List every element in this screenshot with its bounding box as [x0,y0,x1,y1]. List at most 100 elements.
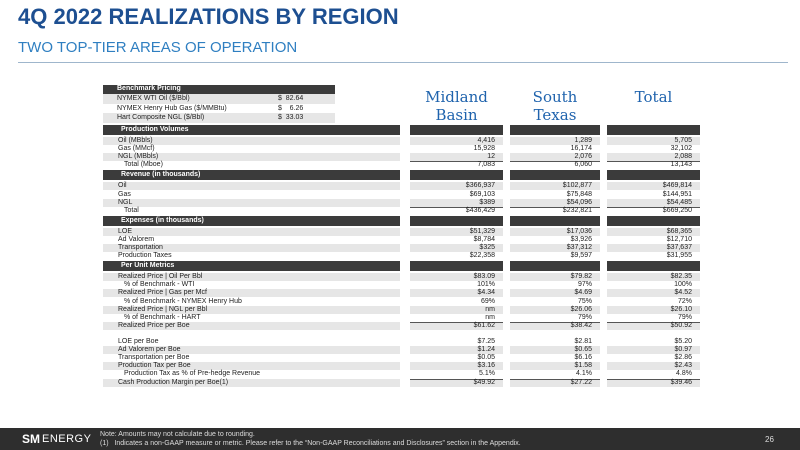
section-header-cell [607,125,700,135]
row-bg [103,235,400,244]
row-bg [103,145,400,154]
cell-bg [510,244,600,253]
cell-bg [607,321,700,330]
logo-text: ENERGY [42,433,92,445]
cell-value: $5.20 [674,338,692,345]
row-bg [103,281,400,290]
cell-value: 16,174 [570,145,592,153]
section-header: Production Volumes [103,125,400,135]
cell-bg [607,338,700,347]
row-bg [103,153,400,162]
cell-bg [607,161,700,170]
cell-bg [510,297,600,306]
cell-value: $144,951 [662,190,692,198]
cell-bg [510,235,600,244]
cell-bg [510,145,600,154]
benchmark-value: $ 33.03 [278,114,304,121]
row-bg [103,137,400,146]
cell-value: $1.24 [477,346,495,354]
cell-bg [607,346,700,355]
cell-bg [410,244,503,253]
cell-bg [607,281,700,290]
cell-bg [510,346,600,355]
row-label: Production Tax as % of Pre-hedge Revenue [124,370,261,378]
row-label: % of Benchmark - WTI [124,281,195,289]
cell-value: $69,103 [469,190,495,198]
cell-bg [607,153,700,162]
row-label: Production Tax per Boe [118,362,191,370]
cell-bg [510,227,600,236]
row-label: NGL (MBbls) [118,153,159,161]
cell-value: $1.58 [574,362,592,370]
cell-value: $17,036 [566,227,592,235]
cell-value: $389 [479,198,495,206]
row-bg [103,338,400,347]
row-bg [103,198,400,207]
cell-bg [510,370,600,379]
section-header: Revenue (in thousands) [103,170,400,181]
row-label: Transportation [118,244,163,251]
cell-value: $3,926 [570,235,592,243]
cell-bg [410,182,503,191]
cell-bg [607,313,700,322]
cell-value: $0.65 [574,346,592,354]
row-label: Oil [118,182,127,190]
cell-bg [607,244,700,253]
cell-bg [607,289,700,298]
cell-value: 13,143 [670,161,692,169]
row-bg [103,305,400,314]
cell-value: 2,088 [674,153,692,161]
row-bg [103,182,400,191]
cell-bg [607,235,700,244]
row-bg [103,227,400,236]
section-header-cell [410,170,503,181]
cell-value: $6.16 [574,354,592,362]
benchmark-row [103,103,335,113]
cell-value: 5.1% [479,370,495,378]
section-header-cell [410,125,503,135]
cell-value: 75% [577,297,592,305]
row-label: Transportation per Boe [118,354,190,362]
cell-bg [410,137,503,146]
cell-value: 5,705 [674,137,692,144]
cell-bg [607,273,700,282]
row-bg [103,289,400,298]
row-label: NGL [118,198,133,206]
row-bg [103,206,400,215]
cell-bg [607,227,700,236]
cell-bg [510,362,600,371]
cell-value: $75,848 [566,190,592,198]
cell-bg [510,313,600,322]
cell-bg [410,338,503,347]
cell-bg [410,305,503,314]
benchmark-row [103,113,335,123]
benchmark-row [103,94,335,104]
benchmark-label: NYMEX WTI Oil ($/Bbl) [117,95,190,102]
cell-value: $31,955 [666,252,692,260]
cell-value: $27.22 [570,378,592,386]
cell-bg [410,378,503,387]
cell-value: $232,821 [562,206,592,214]
cell-value: 32,102 [670,145,692,153]
cell-bg [510,321,600,330]
footer-note: Note: Amounts may not calculate due to r… [100,431,255,438]
cell-bg [510,198,600,207]
row-label: Ad Valorem [118,235,155,243]
cell-value: $2.81 [574,338,592,345]
cell-bg [510,182,600,191]
section-header-cell [510,170,600,181]
section-header-cell [510,215,600,226]
row-label: Total [124,206,139,214]
row-bg [103,273,400,282]
footer-note: (1) Indicates a non-GAAP measure or metr… [100,440,521,447]
row-bg [103,297,400,306]
cell-bg [410,313,503,322]
cell-bg [410,227,503,236]
cell-bg [410,297,503,306]
cell-value: $26.10 [670,305,692,313]
cell-value: $37,312 [566,244,592,251]
row-label: Gas [118,190,131,198]
cell-value: $4.52 [674,289,692,297]
cell-value: 97% [577,281,592,289]
